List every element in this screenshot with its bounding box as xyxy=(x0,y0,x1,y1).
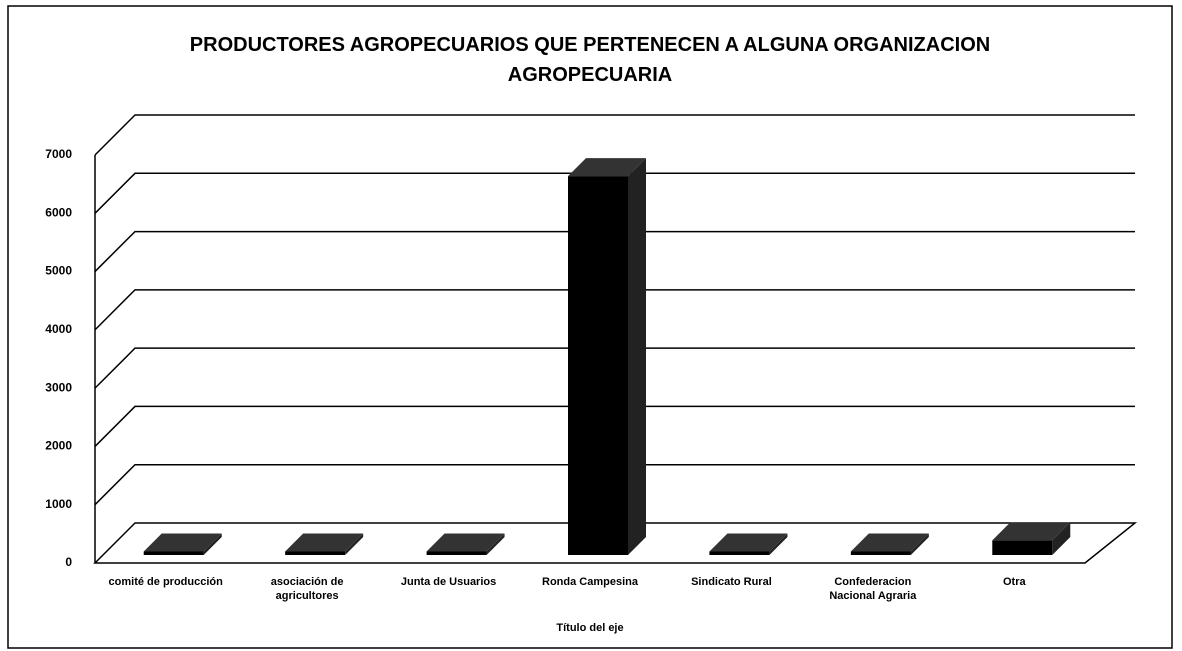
y-tick-label: 5000 xyxy=(45,264,72,278)
bar xyxy=(992,522,1071,555)
bar xyxy=(709,533,788,555)
grid-line xyxy=(94,463,1135,506)
x-tick-label: Otra xyxy=(1002,576,1026,588)
x-tick-label: comité de producción xyxy=(108,576,223,588)
chart-title: PRODUCTORES AGROPECUARIOS QUE PERTENECEN… xyxy=(190,34,990,86)
bar xyxy=(850,533,929,555)
y-tick-label: 7000 xyxy=(45,147,72,161)
x-tick-label: Junta de Usuarios xyxy=(400,576,497,588)
y-tick-label: 4000 xyxy=(45,322,72,336)
grid-line xyxy=(94,289,1135,331)
bar xyxy=(568,158,646,555)
grid-line xyxy=(94,114,1135,156)
y-tick-label: 2000 xyxy=(45,439,72,453)
x-axis-title: Título del eje xyxy=(556,622,623,634)
x-tick-label: Confederacion Nacional Agraria xyxy=(829,576,917,602)
y-tick-label: 1000 xyxy=(45,497,72,511)
bar xyxy=(285,533,364,555)
x-tick-label: Sindicato Rural xyxy=(691,576,772,588)
grid-line xyxy=(94,347,1135,389)
y-tick-label: 6000 xyxy=(45,205,72,219)
grid-line xyxy=(94,230,1135,273)
x-tick-label: asociación de agricultores xyxy=(270,576,344,602)
y-tick-label: 3000 xyxy=(45,380,72,394)
bar xyxy=(426,533,505,555)
bar xyxy=(143,533,222,555)
frame xyxy=(7,5,1173,649)
grid-line xyxy=(94,172,1135,214)
y-tick-label: 0 xyxy=(65,555,72,569)
x-tick-label: Ronda Campesina xyxy=(542,576,638,588)
grid-line xyxy=(94,405,1135,447)
